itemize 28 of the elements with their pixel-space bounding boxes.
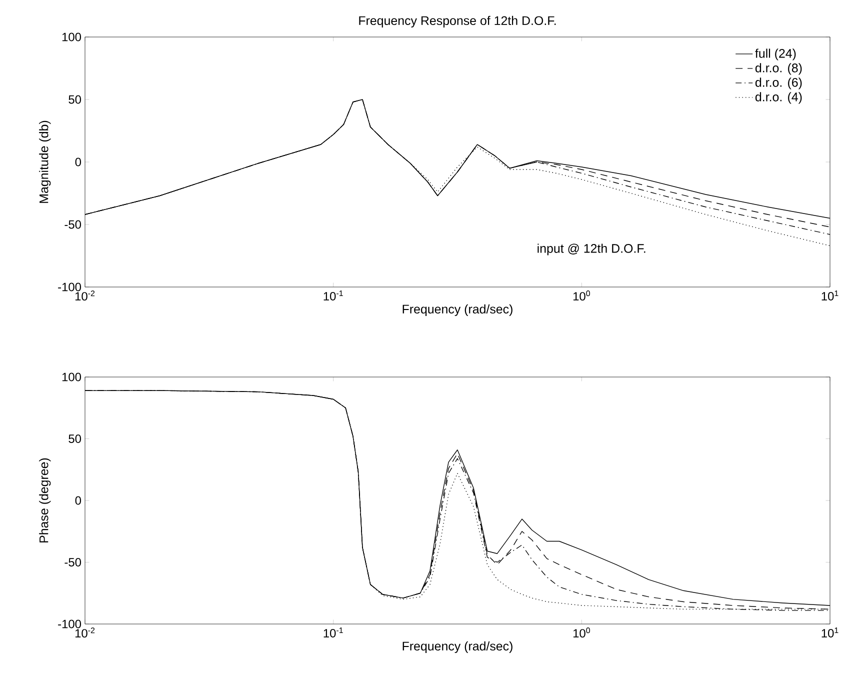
- legend-label: d.r.o. (6): [755, 78, 802, 90]
- x-tick-label: 10$^{1}$: [822, 290, 838, 300]
- y-tick-label: -100: [58, 282, 82, 292]
- y-tick-label: -100: [58, 620, 82, 628]
- x-tick-label: 10$^{-1}$: [324, 290, 343, 300]
- x-tick-label: 10$^{-2}$: [75, 290, 95, 301]
- y-tick-label: 50: [68, 95, 82, 104]
- x-tick-label: 10$^{0}$: [573, 628, 590, 638]
- y-tick-label: 0: [75, 496, 82, 505]
- y-tick-label: 100: [62, 372, 82, 382]
- x-tick-label: 10$^{1}$: [822, 628, 838, 638]
- x-axis-title: Frequency (rad/sec): [402, 304, 512, 316]
- y-tick-label: -50: [64, 558, 82, 566]
- y-tick-label: -50: [64, 220, 82, 229]
- x-tick-label: 10$^{0}$: [573, 290, 590, 301]
- chart-title: Frequency Response of 12th D.O.F.: [359, 16, 556, 28]
- y-tick-label: 0: [75, 158, 82, 166]
- y-tick-label: 50: [68, 434, 82, 443]
- legend-label: d.r.o. (8): [755, 63, 802, 75]
- annotation: input @ 12th D.O.F.: [538, 244, 646, 256]
- x-axis-title: Frequency (rad/sec): [402, 641, 512, 653]
- y-axis-title: Phase (degree): [39, 458, 51, 542]
- y-tick-label: 100: [62, 32, 82, 42]
- x-tick-label: 10$^{-1}$: [324, 628, 343, 638]
- legend-label: full (24): [755, 48, 796, 60]
- y-axis-title: Magnitude (db): [39, 120, 51, 203]
- x-tick-label: 10$^{-2}$: [75, 628, 95, 638]
- legend-label: d.r.o. (4): [755, 92, 802, 104]
